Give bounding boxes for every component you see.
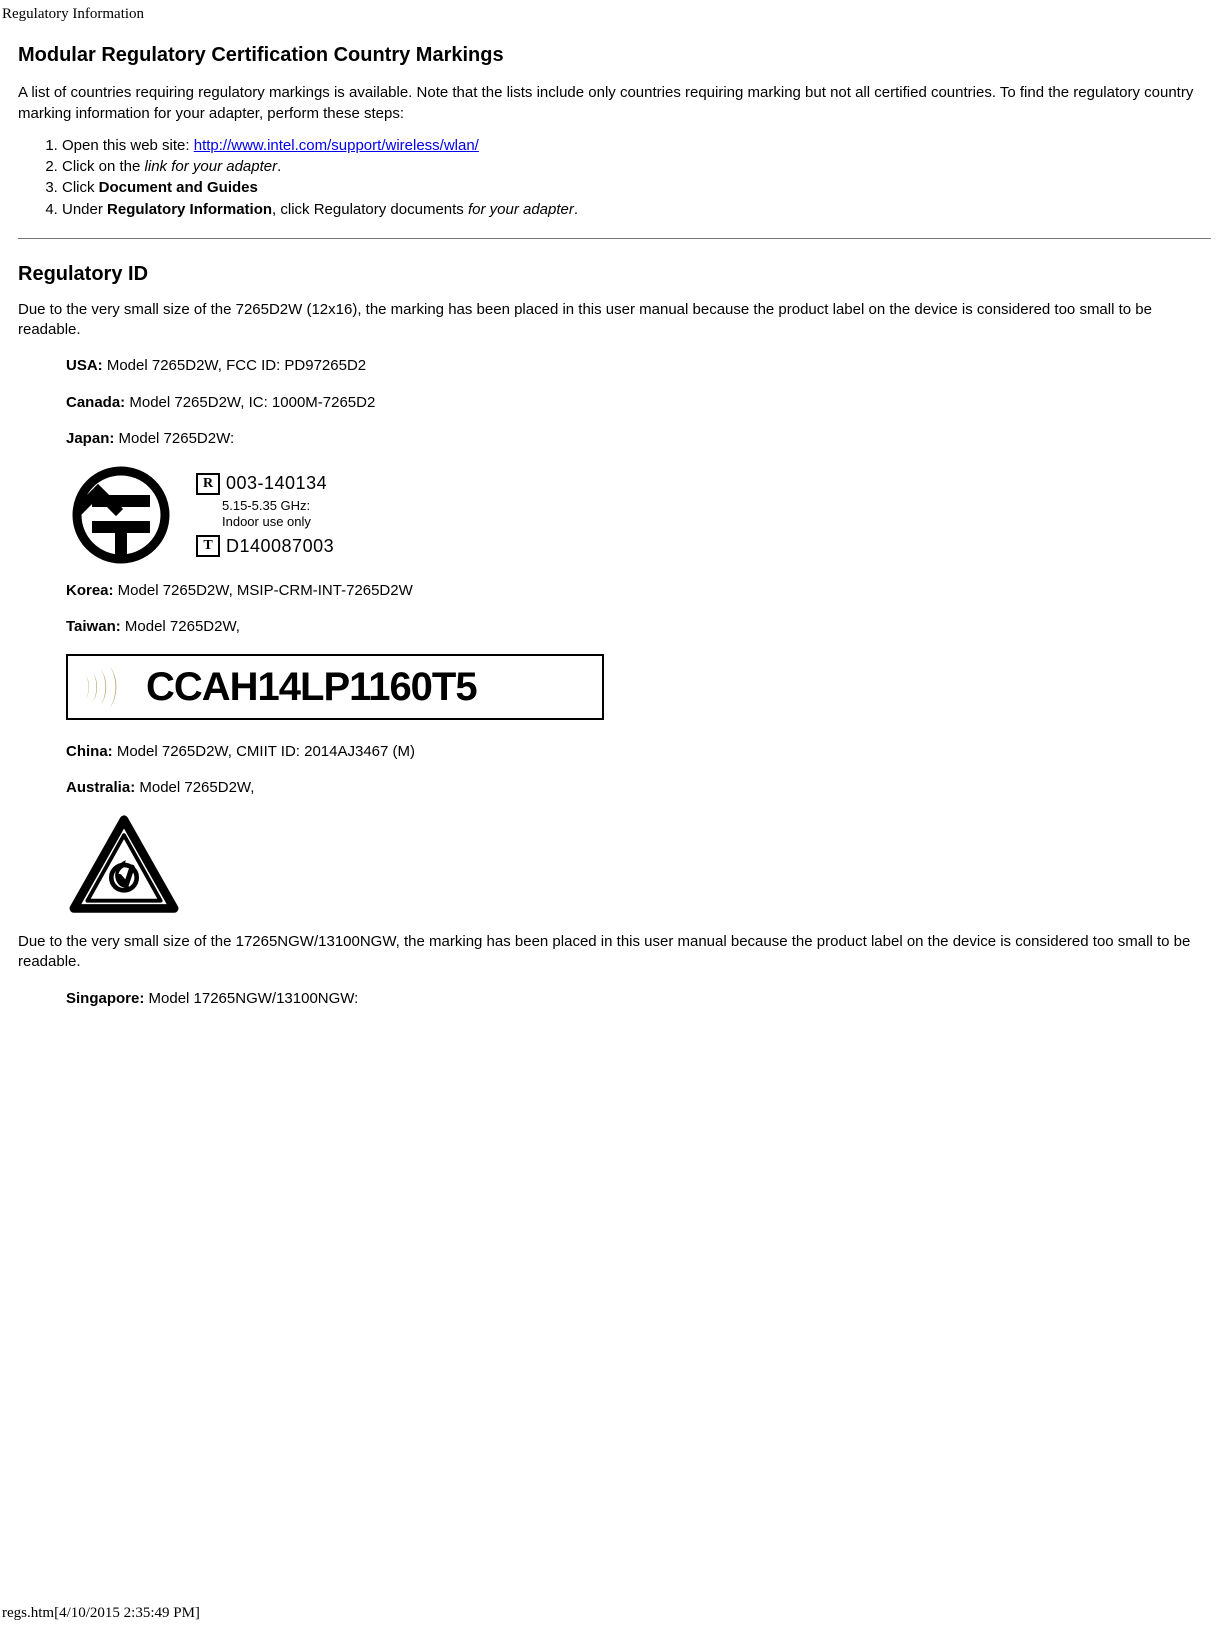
t-box-icon: T (196, 535, 220, 557)
canada-label: Canada: (66, 394, 125, 411)
step-3-bold: Document and Guides (99, 179, 258, 196)
japan-label: Japan: (66, 430, 114, 447)
entry-australia: Australia: Model 7265D2W, (66, 778, 1211, 798)
korea-text: Model 7265D2W, MSIP-CRM-INT-7265D2W (114, 582, 413, 599)
step-3-pre: Click (62, 179, 99, 196)
entry-japan: Japan: Model 7265D2W: (66, 429, 1211, 449)
singapore-text: Model 17265NGW/13100NGW: (144, 990, 358, 1007)
entry-korea: Korea: Model 7265D2W, MSIP-CRM-INT-7265D… (66, 581, 1211, 601)
taiwan-text: Model 7265D2W, (121, 618, 240, 635)
entry-taiwan: Taiwan: Model 7265D2W, (66, 617, 1211, 637)
singapore-label: Singapore: (66, 990, 144, 1007)
step-1: Open this web site: http://www.intel.com… (62, 136, 1211, 156)
australia-label: Australia: (66, 779, 135, 796)
r-box-icon: R (196, 473, 220, 495)
ncc-icon (78, 662, 134, 712)
taiwan-cert-number: CCAH14LP1160T5 (146, 660, 477, 714)
section-heading-modular: Modular Regulatory Certification Country… (18, 42, 1211, 69)
entry-singapore: Singapore: Model 17265NGW/13100NGW: (66, 989, 1211, 1009)
japan-r-number: 003-140134 (226, 471, 327, 495)
step-4-pre: Under (62, 201, 107, 218)
page-footer: regs.htm[4/10/2015 2:35:49 PM] (2, 1603, 200, 1623)
step-2-em: link for your adapter (145, 158, 278, 175)
step-2: Click on the link for your adapter. (62, 157, 1211, 177)
step-4: Under Regulatory Information, click Regu… (62, 200, 1211, 220)
step-4-mid: , click Regulatory documents (272, 201, 468, 218)
usa-label: USA: (66, 357, 103, 374)
intro-paragraph: A list of countries requiring regulatory… (18, 83, 1211, 124)
step-3: Click Document and Guides (62, 178, 1211, 198)
rcm-mark-icon (66, 814, 182, 920)
step-4-em: for your adapter (468, 201, 574, 218)
australia-text: Model 7265D2W, (135, 779, 254, 796)
taiwan-label: Taiwan: (66, 618, 121, 635)
section-heading-regid: Regulatory ID (18, 261, 1211, 288)
step-1-text: Open this web site: (62, 137, 194, 154)
japan-t-number: D140087003 (226, 534, 334, 558)
steps-list: Open this web site: http://www.intel.com… (18, 136, 1211, 220)
entry-usa: USA: Model 7265D2W, FCC ID: PD97265D2 (66, 356, 1211, 376)
japan-band: 5.15-5.35 GHz: (222, 498, 334, 514)
content-area: Modular Regulatory Certification Country… (0, 26, 1229, 1009)
divider (18, 238, 1211, 239)
japan-text: Model 7265D2W: (114, 430, 234, 447)
japan-cert-text: R 003-140134 5.15-5.35 GHz: Indoor use o… (196, 469, 334, 560)
page-header-label: Regulatory Information (0, 0, 1229, 26)
taiwan-cert-block: CCAH14LP1160T5 (66, 654, 604, 720)
regid-para1: Due to the very small size of the 7265D2… (18, 300, 1211, 341)
step-2-post: . (277, 158, 281, 175)
china-text: Model 7265D2W, CMIIT ID: 2014AJ3467 (M) (113, 743, 415, 760)
japan-telec-mark-icon (66, 465, 186, 565)
entry-canada: Canada: Model 7265D2W, IC: 1000M-7265D2 (66, 393, 1211, 413)
support-link[interactable]: http://www.intel.com/support/wireless/wl… (194, 137, 479, 154)
korea-label: Korea: (66, 582, 114, 599)
japan-indoor: Indoor use only (222, 514, 334, 530)
china-label: China: (66, 743, 113, 760)
step-4-bold: Regulatory Information (107, 201, 272, 218)
regid-para2: Due to the very small size of the 17265N… (18, 932, 1211, 973)
canada-text: Model 7265D2W, IC: 1000M-7265D2 (125, 394, 375, 411)
usa-text: Model 7265D2W, FCC ID: PD97265D2 (103, 357, 366, 374)
step-2-pre: Click on the (62, 158, 145, 175)
step-4-post: . (574, 201, 578, 218)
japan-cert-block: R 003-140134 5.15-5.35 GHz: Indoor use o… (66, 465, 1211, 565)
entry-china: China: Model 7265D2W, CMIIT ID: 2014AJ34… (66, 742, 1211, 762)
